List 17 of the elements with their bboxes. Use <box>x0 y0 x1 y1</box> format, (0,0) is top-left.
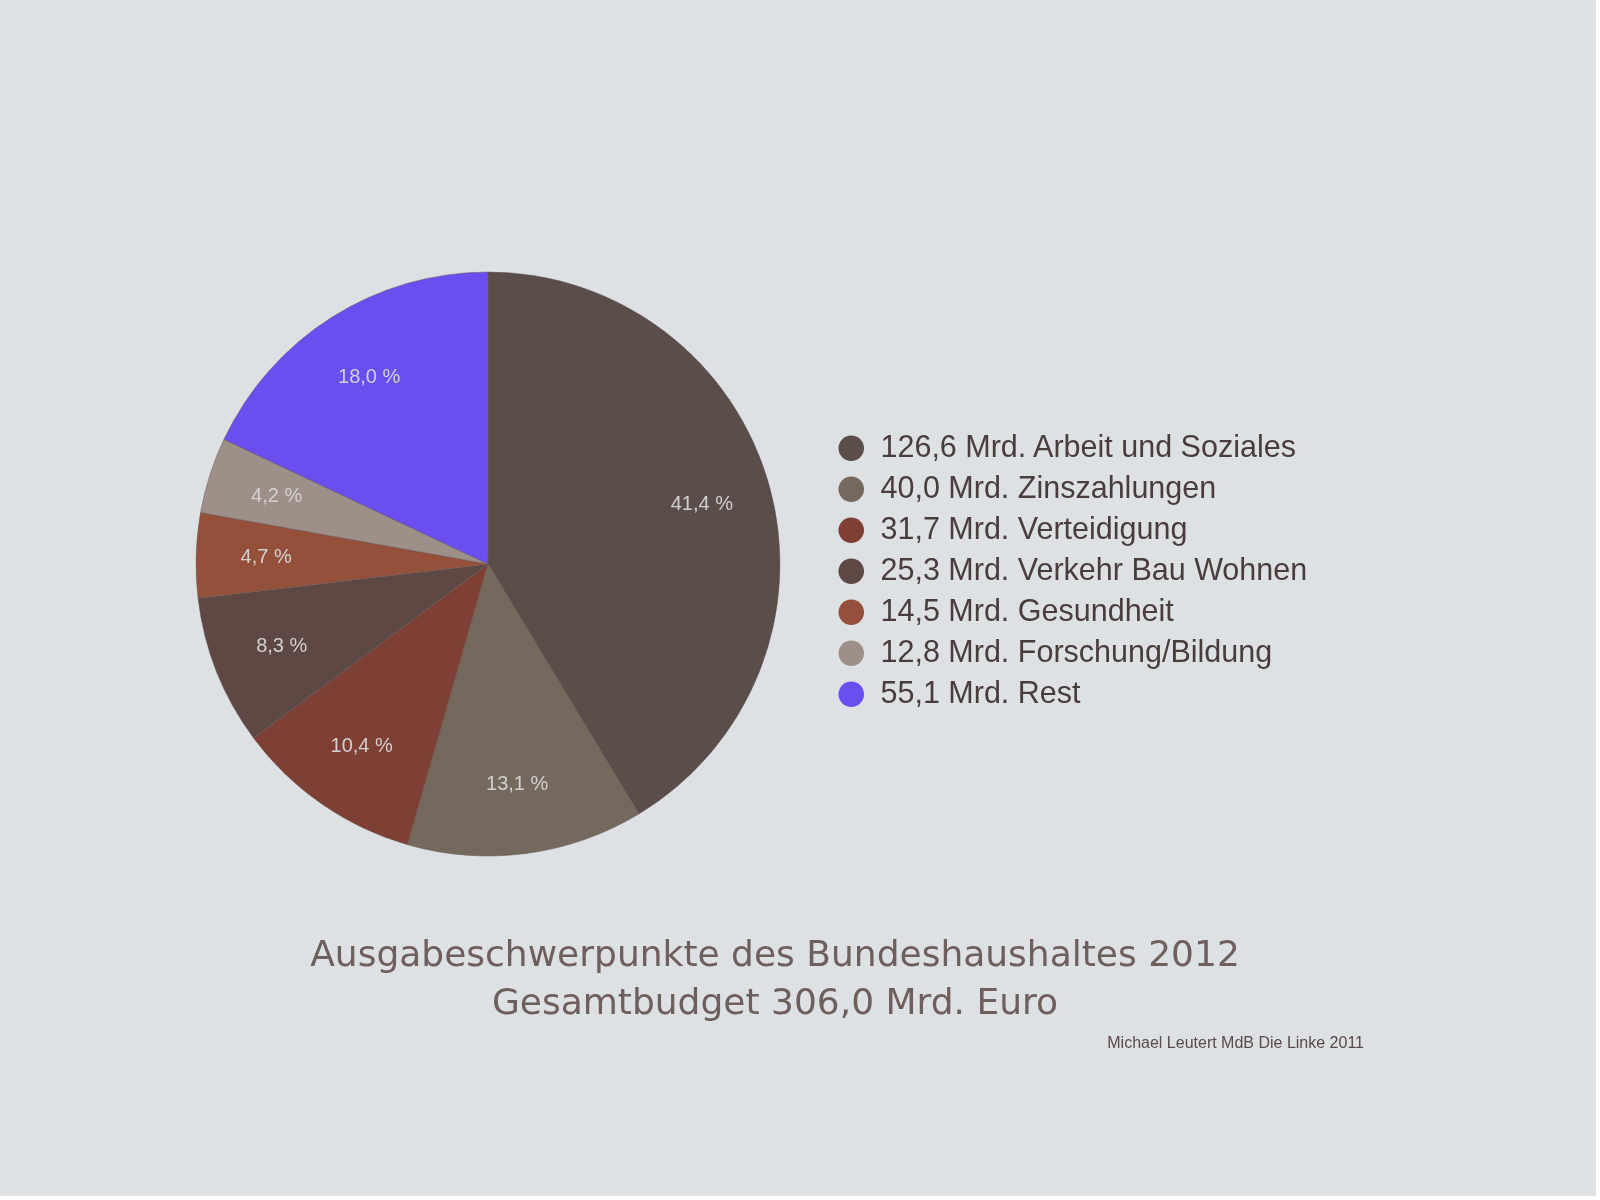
legend-label: 25,3 Mrd. Verkehr Bau Wohnen <box>880 552 1308 587</box>
data-label: 13,1 % <box>486 771 549 794</box>
text: Michael Leutert MdB Die Linke 2011 <box>1107 1034 1365 1051</box>
legend-label: 12,8 Mrd. Forschung/Bildung <box>880 634 1273 670</box>
data-label: 4,2 % <box>251 484 303 507</box>
legend-label: 126,6 Mrd. Arbeit und Soziales <box>880 429 1296 464</box>
text: Gesamtbudget 306,0 Mrd. Euro <box>491 981 1059 1022</box>
legend-label: 55,1 Mrd. Rest <box>880 675 1082 710</box>
data-label: 4,7 % <box>240 545 292 568</box>
data-label: 10,4 % <box>330 734 393 757</box>
text: Ausgabeschwerpunkte des Bundeshaushaltes 2012 <box>310 933 1240 974</box>
legend-label: 31,7 Mrd. Verteidigung <box>880 511 1188 547</box>
data-label: 41,4 % <box>670 492 734 515</box>
data-label: 18,0 % <box>338 364 401 387</box>
legend-label: 14,5 Mrd. Gesundheit <box>880 593 1175 628</box>
data-label: 8,3 % <box>256 633 308 656</box>
legend-label: 40,0 Mrd. Zinszahlungen <box>880 470 1217 506</box>
